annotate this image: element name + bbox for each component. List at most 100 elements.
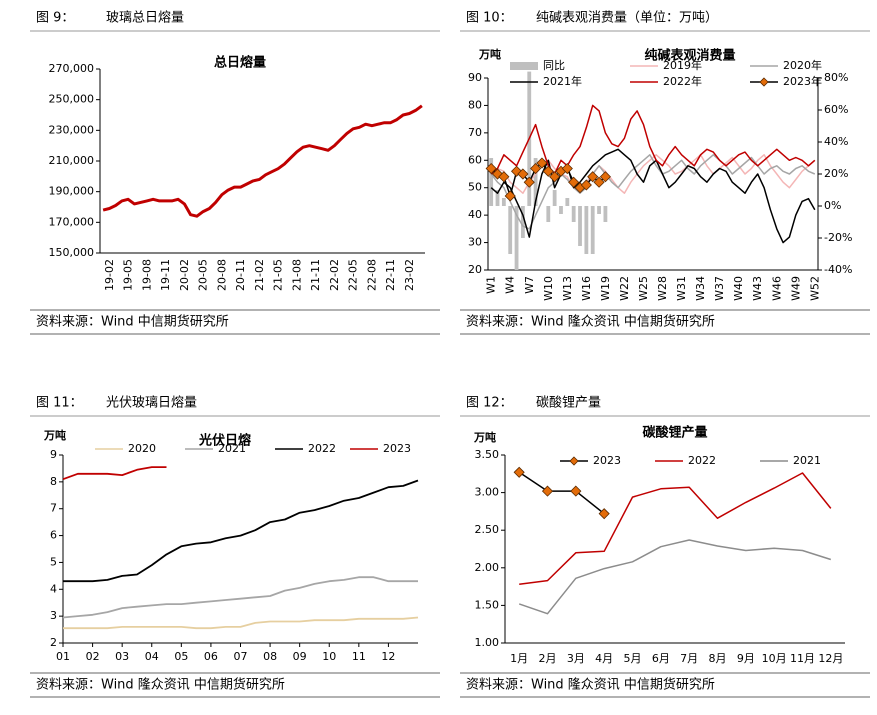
chart-title: 总日熔量 — [214, 55, 266, 71]
x-tick-label: 11 — [352, 650, 366, 663]
x-tick-label: 19-02 — [103, 259, 116, 291]
y2-tick-label: 80% — [824, 71, 848, 84]
x-tick-label: 08 — [263, 650, 277, 663]
bar — [565, 198, 570, 206]
source-note: 资料来源：Wind 隆众资讯 中信期货研究所 — [36, 677, 285, 693]
marker — [587, 171, 599, 183]
figure-caption: 碳酸锂产量 — [536, 396, 601, 411]
x-tick-label: W16 — [580, 276, 593, 301]
x-tick-label: W22 — [618, 276, 631, 301]
legend-label: 2021年 — [543, 74, 582, 88]
x-tick-label: W28 — [656, 276, 669, 301]
bar — [584, 206, 589, 254]
x-tick-label: 20-05 — [197, 259, 210, 291]
x-tick-label: W1 — [485, 276, 498, 294]
y-tick-label: 190,000 — [49, 185, 95, 198]
x-tick-label: W7 — [523, 276, 536, 294]
marker — [517, 168, 529, 180]
series-line — [62, 576, 418, 619]
x-tick-label: 03 — [115, 650, 129, 663]
y-tick-label: 5 — [50, 555, 57, 568]
y-tick-label: 20 — [468, 263, 482, 276]
marker — [541, 485, 554, 497]
x-tick-label: W31 — [675, 276, 688, 301]
x-tick-label: 9月 — [737, 652, 755, 665]
x-tick-label: W37 — [713, 276, 726, 301]
x-tick-label: 21-11 — [309, 259, 322, 291]
y-axis-label: 万吨 — [43, 428, 66, 442]
x-tick-label: 19-11 — [159, 259, 172, 291]
x-tick-label: 1月 — [510, 652, 528, 665]
y2-tick-label: 0% — [824, 199, 841, 212]
x-tick-label: 20-08 — [215, 259, 228, 291]
marker — [599, 171, 611, 183]
marker — [485, 162, 497, 175]
x-tick-label: W40 — [732, 276, 745, 301]
x-tick-label: 19-05 — [122, 259, 135, 291]
series-line — [63, 616, 419, 630]
y2-tick-label: 20% — [824, 167, 848, 180]
bar — [552, 190, 557, 206]
x-tick-label: 02 — [86, 650, 100, 663]
series-line — [62, 466, 167, 481]
bar — [571, 206, 576, 222]
x-tick-label: 6月 — [652, 652, 670, 665]
chart-title: 纯碱表观消费量 — [644, 48, 735, 64]
legend-label: 2021 — [793, 454, 821, 467]
figure-caption: 纯碱表观消费量（单位：万吨） — [536, 11, 718, 26]
x-tick-label: W4 — [504, 276, 517, 294]
x-tick-label: 06 — [204, 650, 218, 663]
chart-title: 光伏日熔 — [198, 433, 252, 449]
series-line — [490, 154, 816, 230]
series-line — [490, 104, 816, 175]
marker — [549, 171, 561, 183]
x-tick-label: W10 — [542, 276, 555, 301]
marker — [536, 157, 548, 169]
marker — [530, 162, 542, 175]
bar — [521, 206, 525, 238]
figure-caption: 光伏玻璃日熔量 — [106, 396, 197, 411]
y-tick-label: 270,000 — [49, 62, 95, 75]
x-tick-label: 12月 — [818, 652, 843, 665]
marker — [542, 165, 554, 177]
x-tick-label: 04 — [145, 650, 159, 663]
marker — [593, 176, 605, 188]
legend-swatch — [510, 62, 538, 70]
bar — [489, 158, 494, 206]
figure-label: 图 10： — [466, 11, 513, 26]
series-line — [102, 104, 423, 218]
y-tick-label: 170,000 — [49, 215, 95, 228]
x-tick-label: 19-08 — [140, 259, 153, 291]
x-tick-label: 07 — [234, 650, 248, 663]
y-axis-label: 万吨 — [473, 430, 496, 444]
bar — [597, 206, 601, 214]
x-tick-label: W34 — [694, 276, 707, 301]
bar — [559, 206, 563, 214]
y-tick-label: 80 — [468, 98, 482, 111]
source-note: 资料来源：Wind 隆众资讯 中信期货研究所 — [466, 677, 715, 693]
y-tick-label: 3.50 — [475, 448, 500, 461]
bar — [514, 206, 519, 270]
x-tick-label: 23-02 — [403, 259, 416, 291]
y-tick-label: 4 — [50, 582, 57, 595]
x-tick-label: 22-11 — [384, 259, 397, 291]
x-tick-label: 4月 — [595, 652, 613, 665]
marker — [513, 466, 525, 478]
y2-tick-label: -40% — [824, 263, 852, 276]
y-tick-label: 3.00 — [475, 486, 500, 499]
legend-label: 2019年 — [663, 58, 702, 72]
x-tick-label: 10 — [322, 650, 336, 663]
x-tick-label: 21-05 — [272, 259, 285, 291]
legend-marker — [569, 456, 579, 466]
x-tick-label: 7月 — [680, 652, 698, 665]
legend-label: 2023年 — [783, 74, 822, 88]
y-tick-label: 40 — [468, 208, 482, 221]
y2-tick-label: 60% — [824, 103, 848, 116]
x-tick-label: 09 — [293, 650, 307, 663]
y-tick-label: 50 — [468, 181, 482, 194]
x-tick-label: 11月 — [790, 652, 815, 665]
legend-label: 2023 — [383, 442, 411, 455]
bar — [495, 190, 500, 206]
x-tick-label: 8月 — [709, 652, 727, 665]
